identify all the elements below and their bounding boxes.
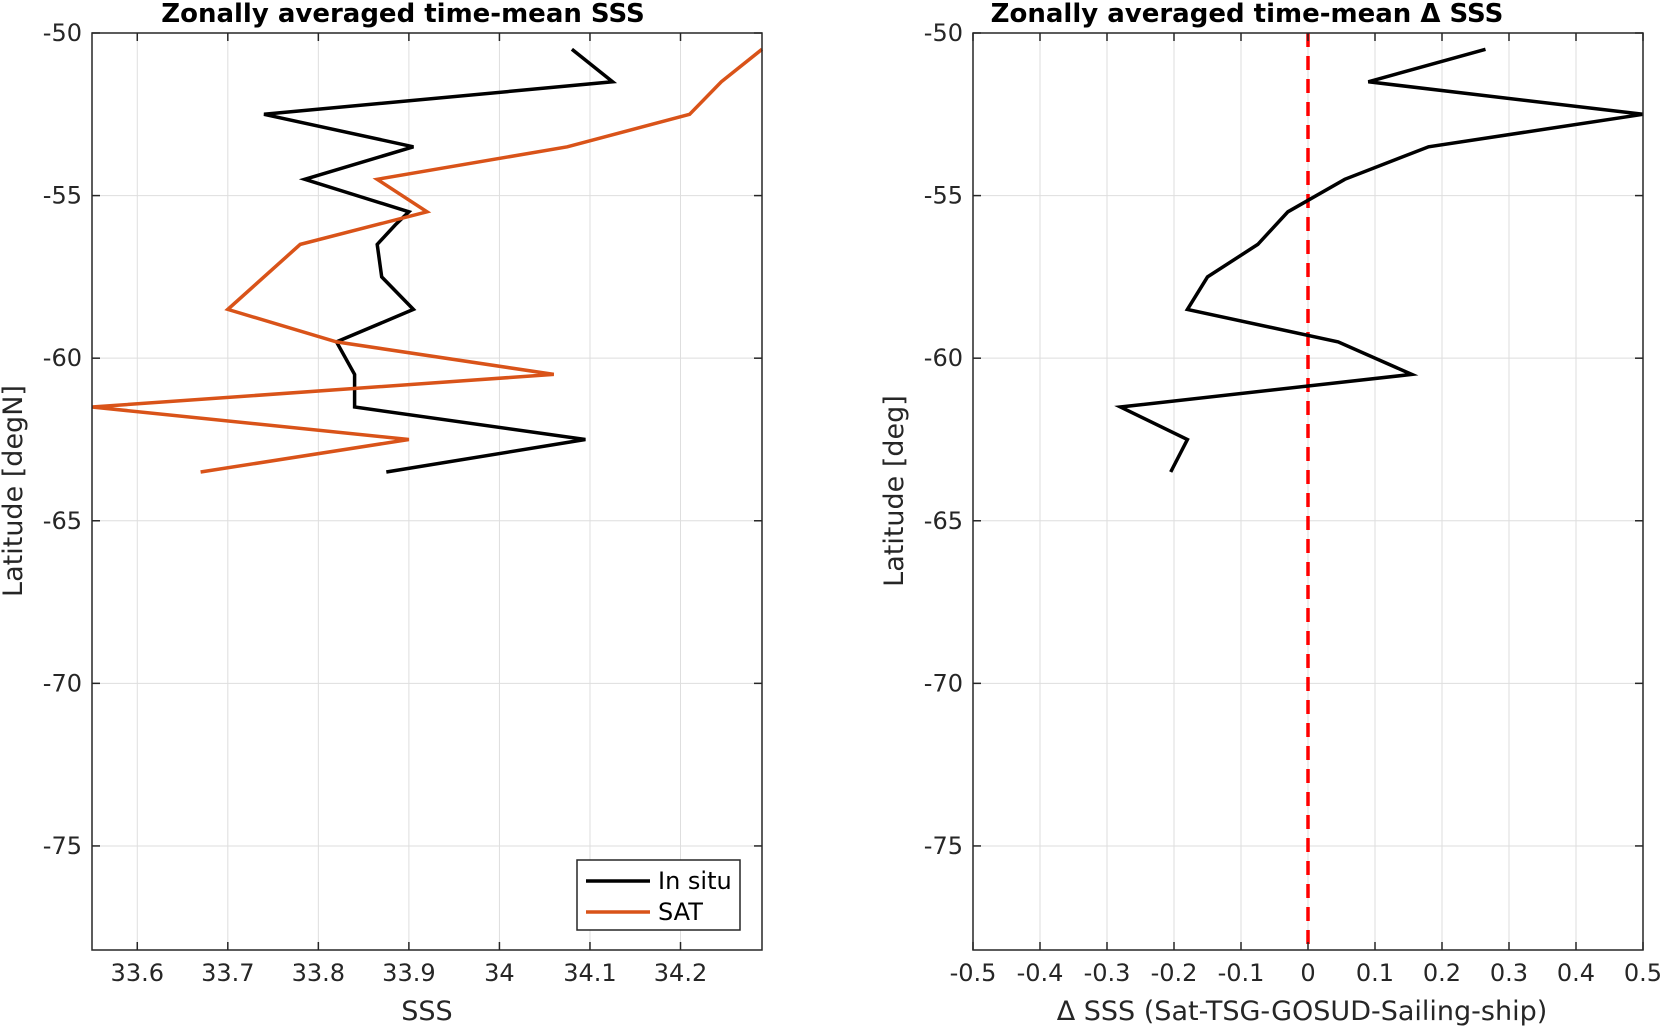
left-chart-title: Zonally averaged time-mean SSS: [161, 0, 645, 29]
right-series-group: [1114, 47, 1644, 473]
series-line-sat: [91, 47, 764, 474]
x-tick-label: 0.3: [1490, 959, 1528, 987]
y-tick-label: -75: [43, 832, 82, 860]
x-tick-label: 34.2: [654, 959, 707, 987]
left-plot-frame: [91, 32, 763, 951]
legend-label-sat: SAT: [658, 898, 703, 926]
left-x-axis-label: SSS: [401, 996, 452, 1027]
x-tick-label: 33.6: [111, 959, 164, 987]
x-tick-label: 0: [1300, 959, 1315, 987]
x-tick-label: -0.3: [1084, 959, 1131, 987]
y-tick-label: -55: [43, 182, 82, 210]
right-chart: Zonally averaged time-mean Δ SSS -0.5 -0.…: [879, 0, 1661, 1027]
y-tick-label: -50: [924, 19, 963, 47]
y-tick-label: -65: [43, 507, 82, 535]
legend: In situ SAT: [576, 859, 741, 931]
y-tick-label: -70: [43, 669, 82, 697]
x-tick-label: -0.1: [1218, 959, 1265, 987]
y-tick-label: -50: [43, 19, 82, 47]
left-gridlines: [92, 32, 762, 950]
left-chart: Zonally averaged time-mean SSS 33.6 33.7 3…: [0, 0, 764, 1027]
legend-box: [576, 859, 741, 931]
series-line-series-1: [1114, 47, 1644, 473]
x-tick-label: -0.4: [1017, 959, 1064, 987]
x-tick-label: -0.5: [950, 959, 997, 987]
left-y-axis-label: Latitude [degN]: [0, 385, 29, 597]
x-tick-label: 34: [484, 959, 515, 987]
x-tick-label: 33.7: [201, 959, 254, 987]
y-tick-label: -65: [924, 507, 963, 535]
left-series-group: [91, 47, 764, 474]
x-tick-label: 0.4: [1557, 959, 1595, 987]
left-ticks: 33.6 33.7 33.8 33.9 34 34.1 34.2 -50 -55 -60 -65 -7…: [43, 19, 762, 987]
right-chart-title: Zonally averaged time-mean Δ SSS: [991, 0, 1504, 29]
y-tick-label: -60: [924, 344, 963, 372]
x-tick-label: 34.1: [563, 959, 616, 987]
y-tick-label: -60: [43, 344, 82, 372]
x-tick-label: 0.5: [1624, 959, 1661, 987]
x-tick-label: -0.2: [1151, 959, 1198, 987]
legend-label-in-situ: In situ: [658, 867, 732, 895]
x-tick-label: 0.2: [1423, 959, 1461, 987]
right-y-axis-label: Latitude [deg]: [879, 395, 910, 587]
y-tick-label: -75: [924, 832, 963, 860]
right-gridlines: [972, 32, 1644, 950]
x-tick-label: 33.9: [382, 959, 435, 987]
series-line-in-situ: [263, 47, 618, 474]
x-tick-label: 0.1: [1356, 959, 1394, 987]
right-ticks: -0.5 -0.4 -0.3 -0.2 -0.1 0 0.1 0.2 0.3 0.4 0.5 -50 -…: [924, 19, 1661, 987]
x-tick-label: 33.8: [292, 959, 345, 987]
y-tick-label: -70: [924, 669, 963, 697]
y-tick-label: -55: [924, 182, 963, 210]
right-x-axis-label: Δ SSS (Sat-TSG-GOSUD-Sailing-ship): [1057, 996, 1548, 1027]
